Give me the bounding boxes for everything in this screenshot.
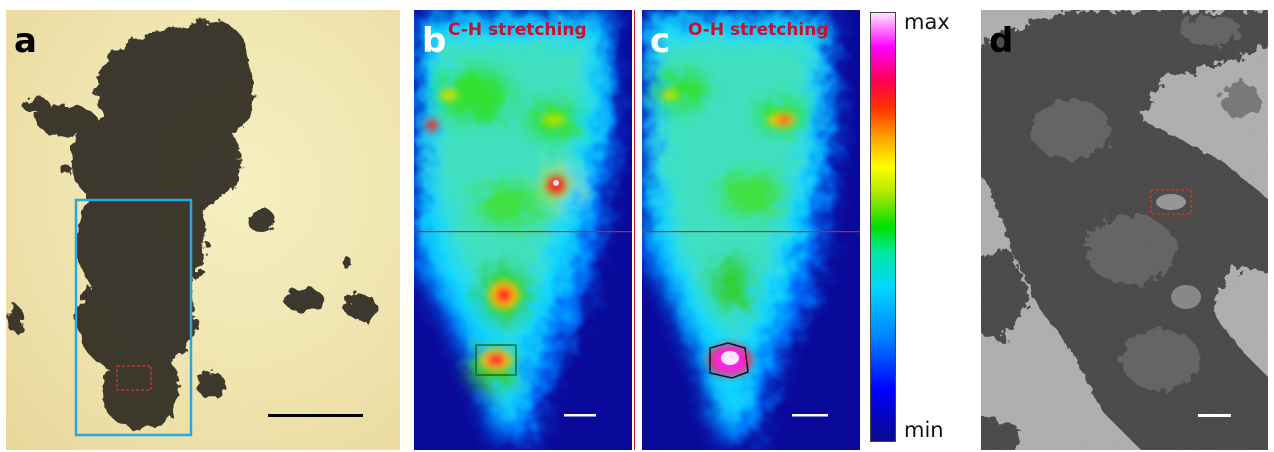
panel-a-optical-image: a <box>6 10 400 450</box>
roi-box-optical <box>74 198 193 437</box>
crosshair-vertical <box>634 10 636 450</box>
colorbar-max-label: max <box>904 10 950 34</box>
roi-marker-sem <box>1150 189 1192 215</box>
roi-polygon-oh <box>709 342 749 379</box>
roi-box-ch <box>475 344 517 376</box>
scalebar-d <box>1198 414 1231 417</box>
scalebar-a <box>268 414 363 417</box>
oh-heatmap <box>642 10 860 450</box>
crosshair-horizontal-b <box>414 231 632 233</box>
panel-letter-a: a <box>14 21 37 61</box>
colorbar-min-label: min <box>904 418 944 442</box>
crosshair-horizontal-c <box>642 231 860 233</box>
panel-b-ch-map: b C-H stretching <box>414 10 632 450</box>
optical-particle-cluster <box>8 20 377 437</box>
scalebar-c <box>792 414 828 417</box>
panel-title-ch: C-H stretching <box>448 20 587 40</box>
panel-c-oh-map: c O-H stretching <box>642 10 860 450</box>
sem-particle-cluster <box>981 10 1268 450</box>
panel-letter-b: b <box>422 21 447 61</box>
scalebar-b <box>564 414 596 417</box>
panel-title-oh: O-H stretching <box>688 20 829 40</box>
roi-marker-optical <box>116 365 152 391</box>
panel-d-sem-image: d <box>981 10 1268 450</box>
panel-letter-d: d <box>989 21 1014 61</box>
intensity-colorbar <box>870 12 896 442</box>
ch-heatmap <box>414 10 632 450</box>
panel-letter-c: c <box>650 21 671 61</box>
